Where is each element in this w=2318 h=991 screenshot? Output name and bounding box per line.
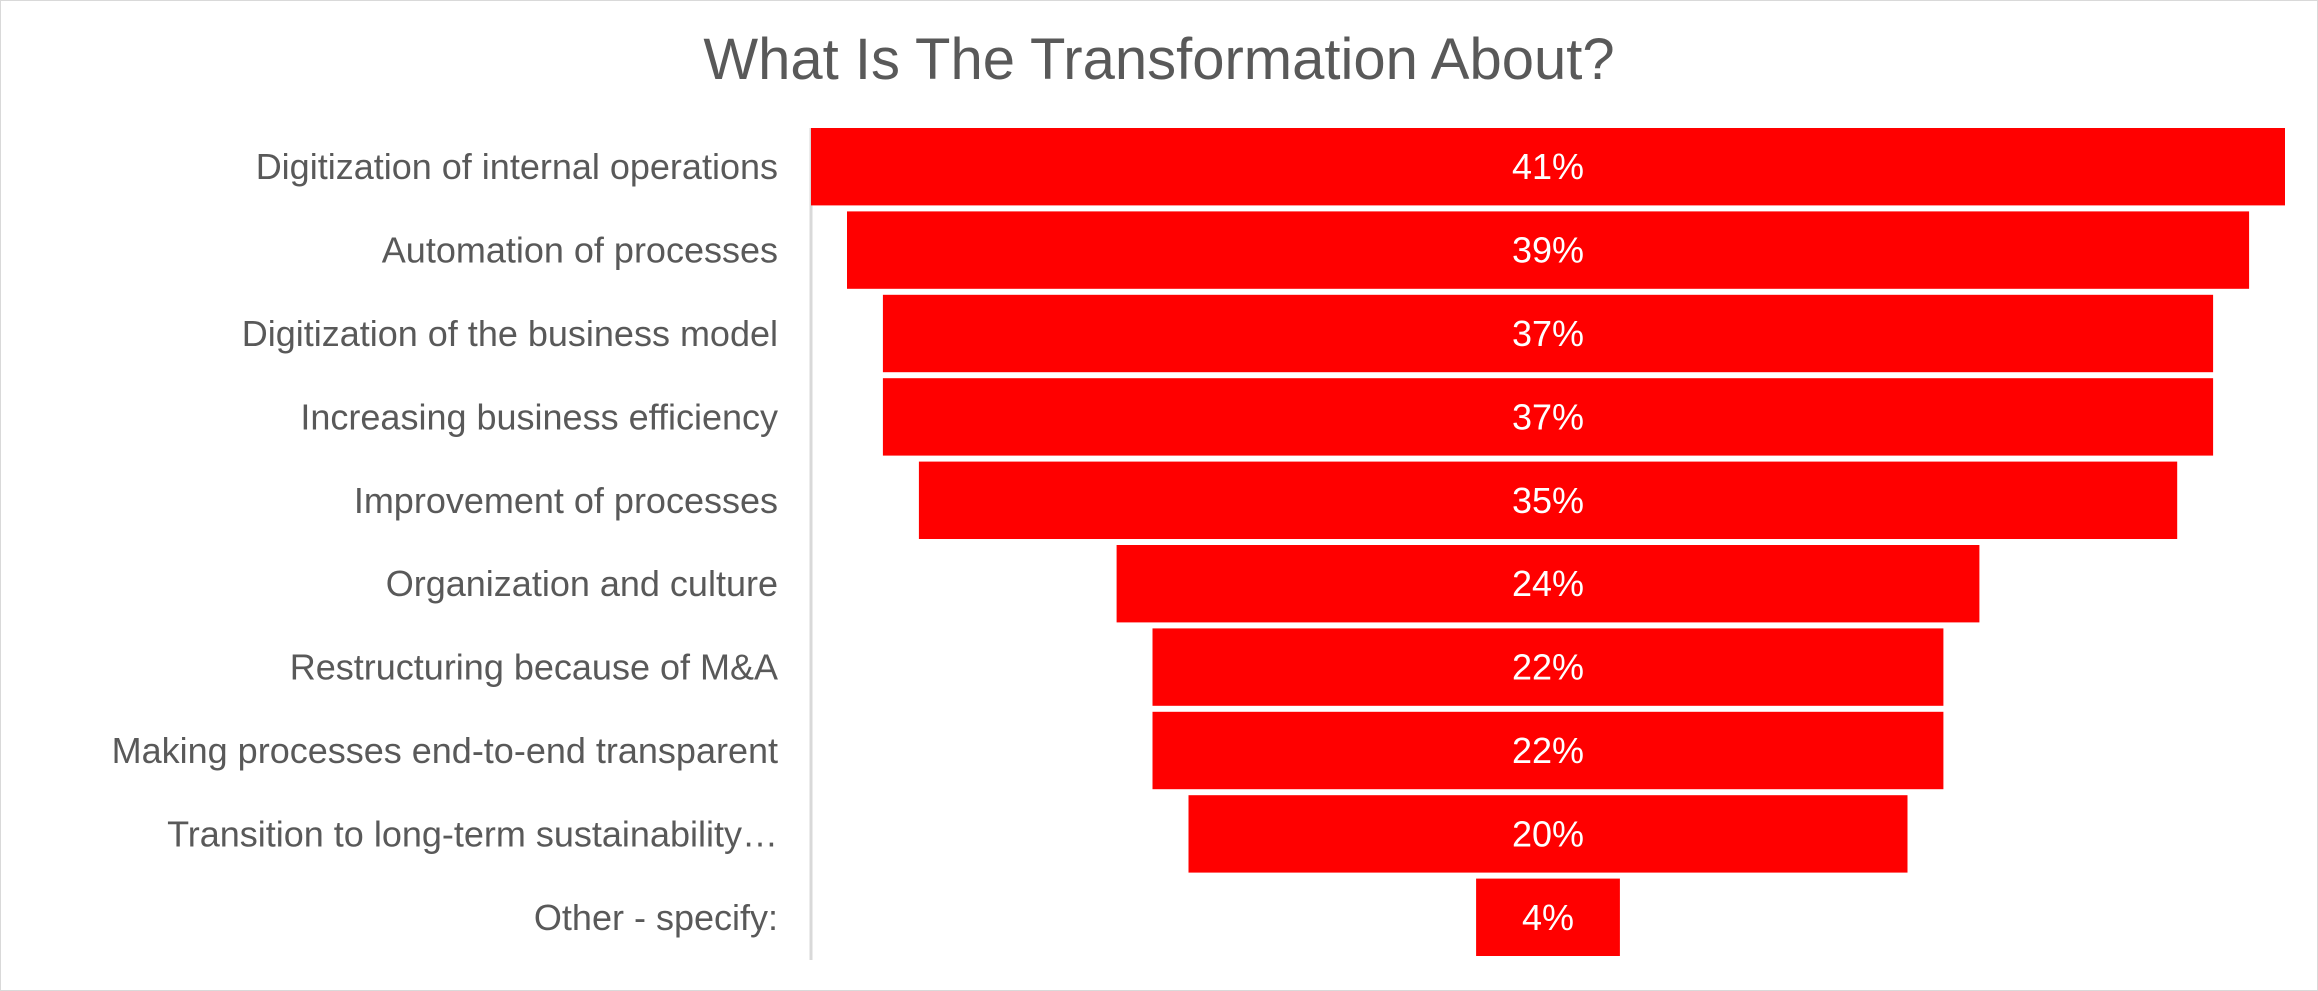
category-label: Transition to long-term sustainability… (167, 813, 778, 854)
funnel-bar (918, 461, 2178, 539)
funnel-bar (1152, 628, 1944, 706)
category-label: Improvement of processes (354, 480, 778, 521)
bar-value-label: 22% (1512, 730, 1584, 771)
funnel-bar (882, 294, 2214, 373)
funnel-bar (1476, 878, 1620, 956)
bar-value-label: 37% (1512, 313, 1584, 354)
category-label: Digitization of the business model (242, 313, 778, 354)
funnel-bar (1116, 545, 1980, 623)
category-label: Automation of processes (382, 230, 778, 271)
bar-value-label: 4% (1522, 897, 1574, 938)
bar-value-label: 20% (1512, 813, 1584, 854)
bars-group (811, 128, 2285, 956)
bar-value-label: 41% (1512, 146, 1584, 187)
bar-value-label: 39% (1512, 230, 1584, 271)
value-labels-group: 41% 39% 37% 37% 35% 24% 22% 22% 20% 4% (1512, 146, 1584, 938)
category-label: Other - specify: (534, 897, 778, 938)
funnel-bar (882, 378, 2214, 456)
category-label: Restructuring because of M&A (290, 647, 778, 688)
bar-value-label: 35% (1512, 480, 1584, 521)
chart-title: What Is The Transformation About? (703, 27, 1615, 92)
category-label: Making processes end-to-end transparent (112, 730, 778, 771)
category-labels-group: Digitization of internal operations Autom… (112, 146, 778, 938)
bar-value-label: 24% (1512, 563, 1584, 604)
bar-value-label: 37% (1512, 396, 1584, 437)
category-label: Organization and culture (386, 563, 778, 604)
bar-value-label: 22% (1512, 647, 1584, 688)
funnel-bar (1152, 711, 1944, 790)
funnel-bar (1188, 795, 1908, 873)
category-label: Digitization of internal operations (256, 146, 778, 187)
category-label: Increasing business efficiency (300, 396, 778, 437)
funnel-bar (847, 211, 2250, 289)
funnel-bar (811, 128, 2285, 206)
